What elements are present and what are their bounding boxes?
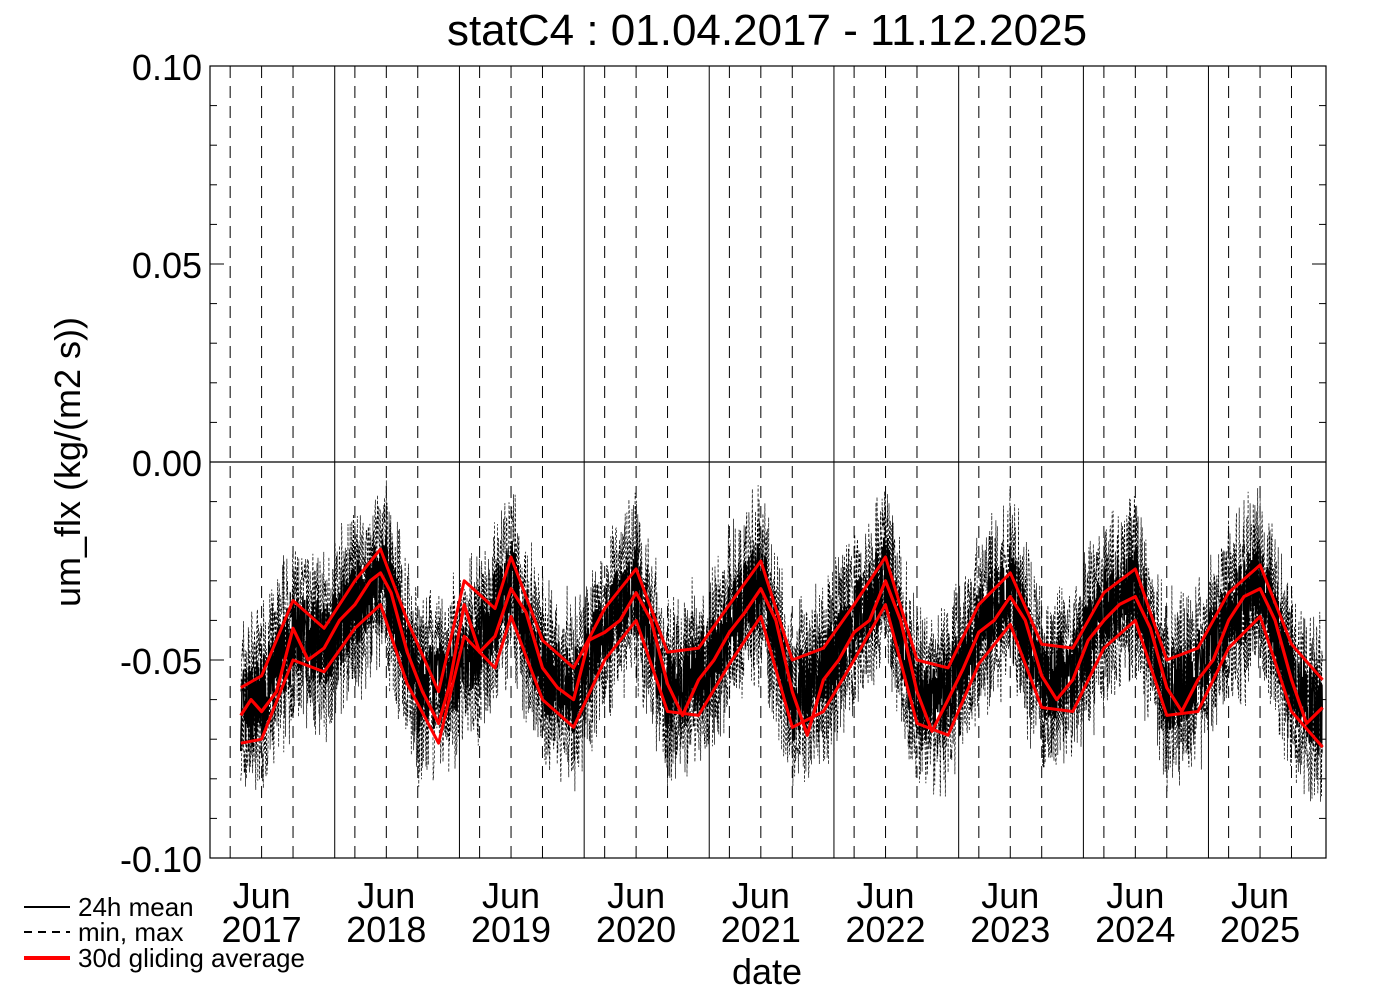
x-tick-year-label: 2024 <box>1095 909 1175 950</box>
x-tick-month-label: Jun <box>233 875 291 916</box>
legend: 24h mean min, max 30d gliding average <box>24 892 305 973</box>
legend-minmax-label: min, max <box>78 917 183 947</box>
x-tick-month-label: Jun <box>1106 875 1164 916</box>
x-tick-month-label: Jun <box>857 875 915 916</box>
x-axis-label: date <box>732 951 802 992</box>
chart-title: statC4 : 01.04.2017 - 11.12.2025 <box>447 6 1087 55</box>
y-axis-label: um_flx (kg/(m2 s)) <box>47 317 88 607</box>
y-ticks: 0.10 0.05 0.00 -0.05 -0.10 <box>120 47 1326 880</box>
x-tick-year-label: 2017 <box>222 909 302 950</box>
x-ticks: Jun2017Jun2018Jun2019Jun2020Jun2021Jun20… <box>222 875 1301 950</box>
y-tick-label: 0.10 <box>132 47 202 88</box>
x-tick-month-label: Jun <box>482 875 540 916</box>
y-tick-label: 0.05 <box>132 245 202 286</box>
x-tick-year-label: 2019 <box>471 909 551 950</box>
x-tick-year-label: 2020 <box>596 909 676 950</box>
legend-mean-label: 24h mean <box>78 892 194 922</box>
x-tick-month-label: Jun <box>607 875 665 916</box>
gliding-lower-line <box>240 603 1324 749</box>
x-tick-month-label: Jun <box>732 875 790 916</box>
x-tick-month-label: Jun <box>981 875 1039 916</box>
gliding-average-line <box>239 571 1324 737</box>
gliding-upper-line <box>240 547 1324 694</box>
x-tick-year-label: 2018 <box>346 909 426 950</box>
x-tick-year-label: 2025 <box>1220 909 1300 950</box>
y-tick-label: -0.10 <box>120 839 202 880</box>
legend-gliding-label: 30d gliding average <box>78 943 305 973</box>
y-tick-label: -0.05 <box>120 641 202 682</box>
x-tick-month-label: Jun <box>1231 875 1289 916</box>
x-tick-year-label: 2021 <box>721 909 801 950</box>
x-tick-year-label: 2022 <box>845 909 925 950</box>
x-tick-month-label: Jun <box>357 875 415 916</box>
gliding-average-series <box>239 547 1324 749</box>
x-tick-year-label: 2023 <box>970 909 1050 950</box>
y-tick-label: 0.00 <box>132 443 202 484</box>
